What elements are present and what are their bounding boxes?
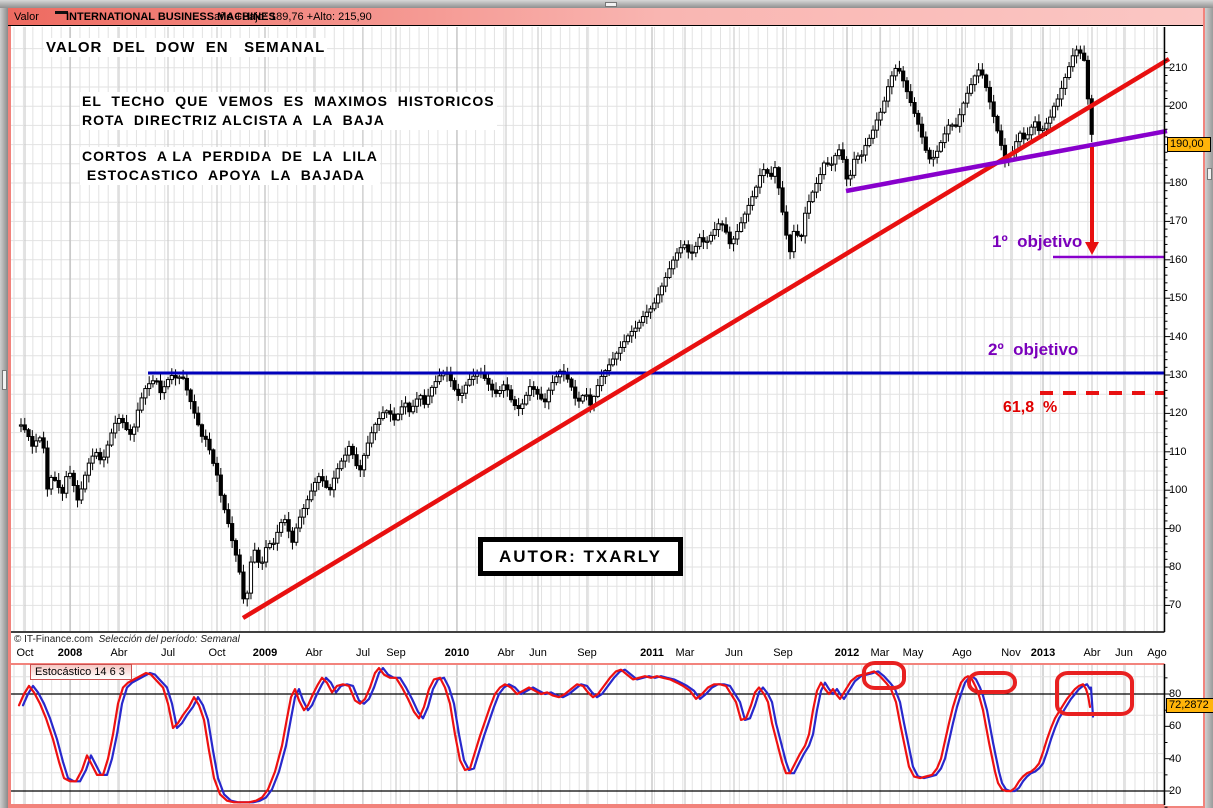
year-range-info: año +Bajo: 189,76 +Alto: 215,90	[214, 11, 372, 23]
right-splitter-handle-1[interactable]	[1207, 168, 1212, 180]
instrument-name: INTERNATIONAL BUSINESS MACHINES	[66, 11, 276, 23]
top-splitter-bar[interactable]	[0, 0, 1213, 8]
left-splitter-handle[interactable]	[2, 370, 7, 390]
title-bar-label: Valor	[14, 11, 39, 23]
stochastic-annotation-circle	[1055, 671, 1134, 716]
annotation-block1: EL TECHO QUE VEMOS ES MAXIMOS HISTORICOS…	[80, 92, 497, 130]
chart-title-bar: Valor INTERNATIONAL BUSINESS MACHINES añ…	[8, 8, 1203, 26]
annotation-block1-line1: EL TECHO QUE VEMOS ES MAXIMOS HISTORICOS	[82, 93, 495, 109]
top-splitter-handle[interactable]	[605, 2, 617, 7]
stochastic-annotation-circle	[967, 671, 1017, 694]
stochastic-value-tag: 72,2872	[1166, 698, 1213, 713]
author-box: AUTOR: TXARLY	[478, 537, 683, 576]
last-price-tag: 190,00	[1167, 137, 1211, 152]
copyright-text: © IT-Finance.com	[14, 634, 94, 645]
annotation-block2-line2: ESTOCASTICO APOYA LA BAJADA	[82, 167, 366, 183]
series-legend-dash-icon	[55, 11, 68, 14]
footer-line: © IT-Finance.com Selección del período: …	[14, 634, 240, 645]
annotation-block2: CORTOS A LA PERDIDA DE LA LILA ESTOCASTI…	[80, 147, 380, 185]
annotation-headline: VALOR DEL DOW EN SEMANAL	[44, 38, 328, 57]
period-selector-text[interactable]: Selección del período: Semanal	[98, 634, 240, 645]
target1-label: 1º objetivo	[992, 232, 1083, 251]
target2-label: 2º objetivo	[988, 340, 1079, 359]
stochastic-indicator-label[interactable]: Estocástico 14 6 3	[30, 664, 132, 680]
annotation-block1-line2: ROTA DIRECTRIZ ALCISTA A LA BAJA	[82, 112, 385, 128]
fib-retracement-label: 61,8 %	[1003, 399, 1058, 416]
left-splitter-bar[interactable]	[0, 8, 8, 808]
annotation-block2-line1: CORTOS A LA PERDIDA DE LA LILA	[82, 148, 378, 164]
stochastic-annotation-circle	[862, 661, 906, 690]
